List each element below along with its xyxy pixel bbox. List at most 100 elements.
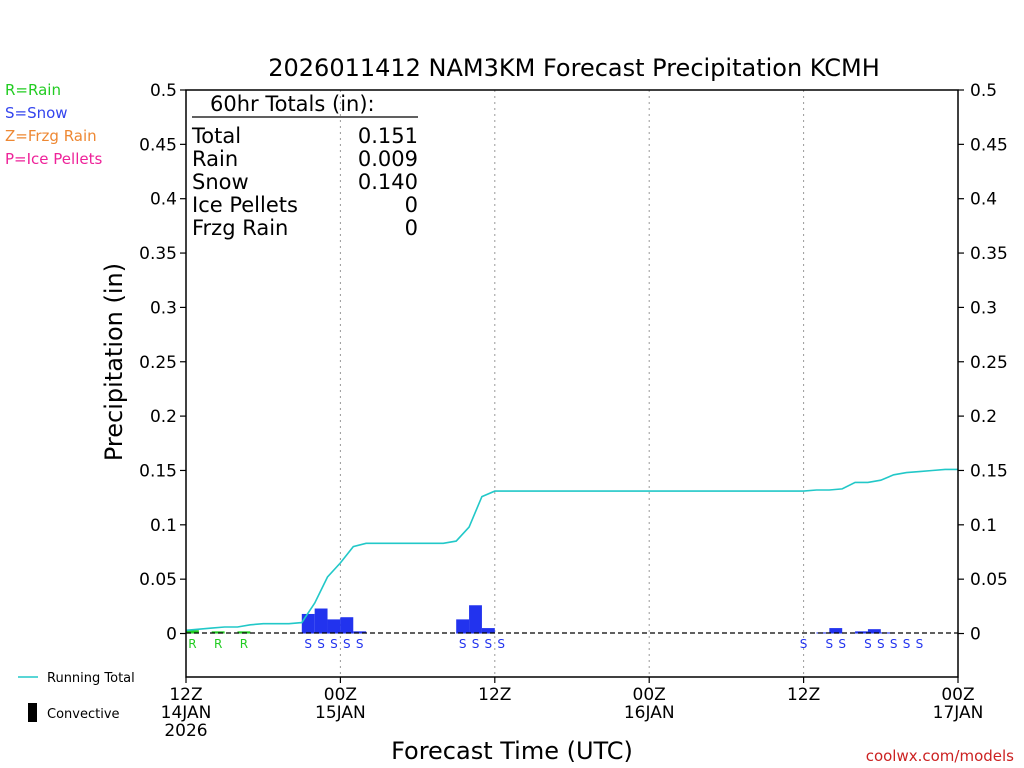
- x-tick-label: 12Z: [169, 685, 202, 705]
- y-tick-label-left: 0: [166, 625, 177, 645]
- convective-legend-label: Convective: [47, 707, 120, 722]
- y-tick-label-right: 0.45: [970, 135, 1008, 155]
- precip-bar: [186, 630, 199, 634]
- precip-type-marker: S: [343, 637, 351, 651]
- x-tick-label: 14JAN: [161, 703, 212, 723]
- totals-label-snow: Snow: [192, 170, 249, 194]
- precip-bar: [829, 628, 843, 634]
- precip-type-marker: S: [459, 637, 467, 651]
- totals-value-ice-pellets: 0: [405, 193, 418, 217]
- x-tick-label: 2026: [164, 721, 207, 741]
- precip-bar: [469, 605, 482, 634]
- precip-bar: [456, 619, 470, 634]
- totals-value-total: 0.151: [358, 124, 418, 148]
- totals-heading: 60hr Totals (in):: [210, 92, 375, 116]
- precip-bar: [314, 608, 328, 634]
- precip-bars: [186, 605, 894, 634]
- precip-type-marker: S: [317, 637, 325, 651]
- precip-type-marker: S: [838, 637, 846, 651]
- y-tick-label-left: 0.45: [139, 135, 177, 155]
- precip-type-marker: S: [485, 637, 493, 651]
- x-tick-label: 16JAN: [624, 703, 675, 723]
- legend-snow: S=Snow: [5, 104, 68, 122]
- precip-type-marker: R: [188, 637, 196, 651]
- precip-type-marker: S: [916, 637, 924, 651]
- y-tick-label-left: 0.1: [150, 516, 177, 536]
- totals-label-total: Total: [191, 124, 241, 148]
- line-legend: Running Total Convective: [18, 671, 135, 722]
- plot-frame: [185, 89, 959, 678]
- precip-type-marker: S: [472, 637, 480, 651]
- precip-type-marker: S: [356, 637, 364, 651]
- y-tick-label-left: 0.3: [150, 298, 177, 318]
- legend-freezing-rain: Z=Frzg Rain: [5, 127, 97, 145]
- y-tick-label-right: 0.25: [970, 353, 1008, 373]
- running-total-legend-label: Running Total: [47, 671, 135, 686]
- y-tick-label-right: 0: [970, 625, 981, 645]
- precip-type-marker: S: [497, 637, 505, 651]
- precip-type-marker: S: [826, 637, 834, 651]
- totals-value-frzg-rain: 0: [405, 216, 418, 240]
- precip-type-marker: S: [304, 637, 312, 651]
- y-tick-label-left: 0.35: [139, 244, 177, 264]
- precip-type-marker: S: [330, 637, 338, 651]
- convective-legend-swatch: [28, 703, 37, 722]
- precip-bar: [353, 631, 367, 634]
- totals-label-rain: Rain: [192, 147, 238, 171]
- precip-type-marker: S: [877, 637, 885, 651]
- vertical-gridlines: [339, 90, 805, 677]
- legend-ice-pellets: P=Ice Pellets: [5, 150, 102, 168]
- totals-label-frzg-rain: Frzg Rain: [192, 216, 288, 240]
- precip-bar: [327, 619, 341, 634]
- legend-rain: R=Rain: [5, 81, 61, 99]
- totals-label-ice-pellets: Ice Pellets: [192, 193, 298, 217]
- precip-type-marker: S: [903, 637, 911, 651]
- y-tick-label-right: 0.5: [970, 81, 997, 101]
- y-tick-label-left: 0.15: [139, 461, 177, 481]
- y-tick-label-right: 0.05: [970, 570, 1008, 590]
- x-tick-label: 17JAN: [933, 703, 984, 723]
- y-tick-label-left: 0.4: [150, 190, 177, 210]
- y-axis-label: Precipitation (in): [100, 263, 128, 461]
- precip-type-marker: R: [240, 637, 248, 651]
- y-tick-label-left: 0.05: [139, 570, 177, 590]
- x-axis-label: Forecast Time (UTC): [391, 737, 633, 765]
- y-tick-label-left: 0.2: [150, 407, 177, 427]
- chart-title: 2026011412 NAM3KM Forecast Precipitation…: [268, 54, 880, 82]
- precip-bar: [880, 632, 894, 634]
- y-tick-label-right: 0.2: [970, 407, 997, 427]
- precip-bar: [867, 629, 881, 634]
- precip-type-marker: S: [890, 637, 898, 651]
- totals-box: 60hr Totals (in): Total 0.151 Rain 0.009…: [191, 92, 418, 240]
- x-tick-label: 12Z: [478, 685, 511, 705]
- x-tick-label: 00Z: [324, 685, 357, 705]
- precip-bar: [301, 613, 315, 634]
- totals-value-rain: 0.009: [358, 147, 418, 171]
- precip-bar: [340, 617, 354, 634]
- y-ticks-right: 0 0.05 0.1 0.15 0.2 0.25 0.3 0.35 0.4 0.45 0.5: [958, 81, 1008, 645]
- precip-type-marker: S: [864, 637, 872, 651]
- credit-text: coolwx.com/models: [866, 747, 1014, 765]
- y-tick-label-right: 0.4: [970, 190, 997, 210]
- y-tick-label-left: 0.5: [150, 81, 177, 101]
- totals-value-snow: 0.140: [358, 170, 418, 194]
- running-total-line: [185, 468, 958, 632]
- precip-type-marker: R: [214, 637, 222, 651]
- precip-type-marker: S: [800, 637, 808, 651]
- y-tick-label-left: 0.25: [139, 353, 177, 373]
- y-tick-label-right: 0.3: [970, 298, 997, 318]
- y-tick-label-right: 0.15: [970, 461, 1008, 481]
- y-tick-label-right: 0.1: [970, 516, 997, 536]
- precip-bar: [481, 628, 495, 634]
- y-ticks-left: 0 0.05 0.1 0.15 0.2 0.25 0.3 0.35 0.4 0.45 0.5: [139, 81, 186, 645]
- x-tick-label: 15JAN: [315, 703, 366, 723]
- y-tick-label-right: 0.35: [970, 244, 1008, 264]
- x-tick-label: 12Z: [787, 685, 820, 705]
- x-tick-label: 00Z: [941, 685, 974, 705]
- type-legend: R=Rain S=Snow Z=Frzg Rain P=Ice Pellets: [5, 81, 102, 168]
